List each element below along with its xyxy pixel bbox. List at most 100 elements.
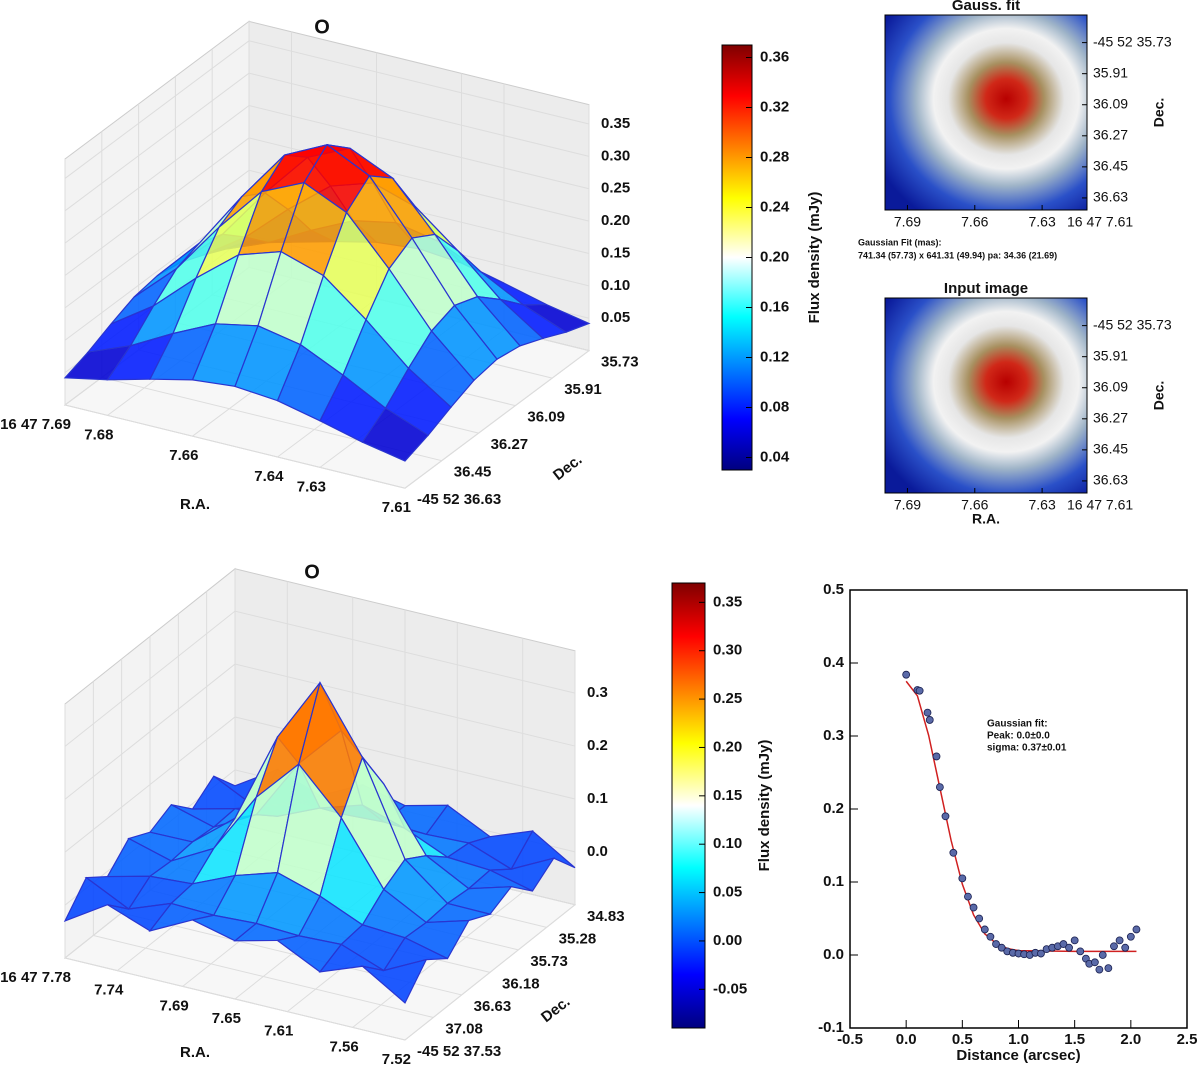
y-tick-label: 35.91 <box>1093 64 1128 80</box>
grid-line <box>64 105 590 244</box>
colorbar-tick-label: 0.32 <box>760 98 789 115</box>
x-tick-label: 7.56 <box>329 1038 358 1055</box>
x-axis-label: Distance (arcsec) <box>956 1047 1080 1064</box>
y-tick-label: -45 52 36.63 <box>417 491 501 508</box>
colorbar-tick-label: 0.28 <box>760 148 789 165</box>
y-tick-label: 36.09 <box>1093 95 1128 111</box>
y-tick-label: -45 52 37.53 <box>417 1043 501 1060</box>
y-tick-label: 36.63 <box>474 998 512 1015</box>
x-tick-label: 7.63 <box>1028 214 1055 230</box>
y-tick-label: 34.83 <box>587 908 625 925</box>
y-tick-label: 35.91 <box>564 381 602 398</box>
data-point <box>958 874 967 883</box>
data-point <box>1110 942 1118 951</box>
data-point <box>902 670 911 679</box>
colorbar-label: Flux density (mJy) <box>806 192 823 324</box>
x-tick-label: 1.0 <box>1008 1031 1029 1048</box>
y-tick-label: 36.63 <box>1093 189 1128 205</box>
y-tick-label: 35.28 <box>559 930 597 947</box>
chart-title: O <box>314 16 330 38</box>
grid-line <box>64 716 576 853</box>
y-tick-label: -0.1 <box>818 1019 844 1036</box>
y-tick-label: 36.45 <box>1093 441 1128 457</box>
plot-area <box>849 589 1188 1029</box>
y-tick-label: 0.3 <box>823 727 844 744</box>
z-tick-label: 0.1 <box>587 790 608 807</box>
x-tick-label: 7.63 <box>297 478 326 495</box>
annotation: Peak: 0.0±0.0 <box>987 731 1050 742</box>
annotation: 741.34 (57.73) x 641.31 (49.94) pa: 34.3… <box>858 250 1057 260</box>
x-tick-label: 7.64 <box>254 468 284 485</box>
z-tick-label: 0.25 <box>601 180 630 197</box>
x-tick-label: 1.5 <box>1064 1031 1085 1048</box>
x-tick-label: 7.65 <box>212 1010 241 1027</box>
data-point <box>1076 947 1085 956</box>
colorbar-label: Flux density (mJy) <box>756 740 773 872</box>
y-tick-label: 35.73 <box>530 953 568 970</box>
colorbar-tick-label: 0.30 <box>713 642 742 659</box>
data-point <box>1065 943 1073 952</box>
colorbar-tick-label: 0.20 <box>760 248 789 265</box>
x-tick-label: 7.61 <box>264 1023 293 1040</box>
data-point <box>1095 965 1104 974</box>
data-point <box>1132 925 1141 934</box>
grid-line <box>64 610 576 747</box>
image <box>884 14 1088 211</box>
y-tick-label: 36.45 <box>454 464 492 481</box>
x-tick-label: 0.5 <box>952 1031 973 1048</box>
x-tick-label: 0.0 <box>896 1031 917 1048</box>
z-tick-label: 0.0 <box>587 843 608 860</box>
chart-title: Gauss. fit <box>952 0 1020 14</box>
z-tick-label: 0.35 <box>601 115 630 132</box>
y-tick-label: 35.73 <box>601 354 639 371</box>
grid-line <box>64 704 406 1041</box>
data-point <box>915 686 924 695</box>
y-axis-label: Dec. <box>1151 98 1167 128</box>
grid-line <box>92 681 434 1018</box>
data-point <box>932 752 941 761</box>
data-point <box>964 892 972 901</box>
x-tick-label: 7.66 <box>169 447 198 464</box>
data-point <box>1126 932 1135 941</box>
data-point <box>941 812 950 821</box>
data-point <box>1070 936 1079 945</box>
x-tick-label: 7.69 <box>159 997 188 1014</box>
data-point <box>1104 964 1113 973</box>
annotation: sigma: 0.37±0.01 <box>987 743 1067 754</box>
z-tick-label: 0.20 <box>601 212 630 229</box>
y-tick-label: 0.5 <box>823 581 844 598</box>
x-tick-label: 16 47 7.78 <box>0 969 71 986</box>
x-tick-label: 2.0 <box>1120 1031 1141 1048</box>
z-tick-label: 0.05 <box>601 309 630 326</box>
chart-title: O <box>304 561 320 583</box>
colorbar-tick-label: 0.05 <box>713 884 742 901</box>
y-axis-label: Dec. <box>550 451 585 484</box>
data-point <box>923 708 932 717</box>
colorbar-tick-label: 0.10 <box>713 835 742 852</box>
data-point <box>1098 951 1107 959</box>
data-point <box>1090 958 1099 967</box>
data-point <box>925 716 934 724</box>
y-tick-label: -45 52 35.73 <box>1093 33 1172 49</box>
y-tick-label: 36.09 <box>527 409 565 426</box>
data-point <box>1121 943 1130 952</box>
x-tick-label: 7.68 <box>84 426 113 443</box>
y-tick-label: 36.18 <box>502 975 540 992</box>
x-axis-label: R.A. <box>180 1044 210 1061</box>
data-point <box>935 783 944 791</box>
grid-line <box>64 72 590 212</box>
chart-title: Input image <box>944 280 1028 297</box>
grid-line <box>64 137 590 276</box>
x-tick-label: -0.5 <box>837 1031 863 1048</box>
y-tick-label: 35.91 <box>1093 347 1128 363</box>
y-tick-label: 36.27 <box>1093 126 1128 142</box>
y-tick-label: 0.1 <box>823 873 844 890</box>
colorbar-tick-label: 0.36 <box>760 48 789 65</box>
y-tick-label: 36.27 <box>1093 409 1128 425</box>
image <box>884 297 1088 494</box>
data-point <box>1059 940 1068 948</box>
y-tick-label: 0.4 <box>823 654 845 671</box>
colorbar-tick-label: 0.16 <box>760 298 789 315</box>
data-point <box>992 940 1000 948</box>
